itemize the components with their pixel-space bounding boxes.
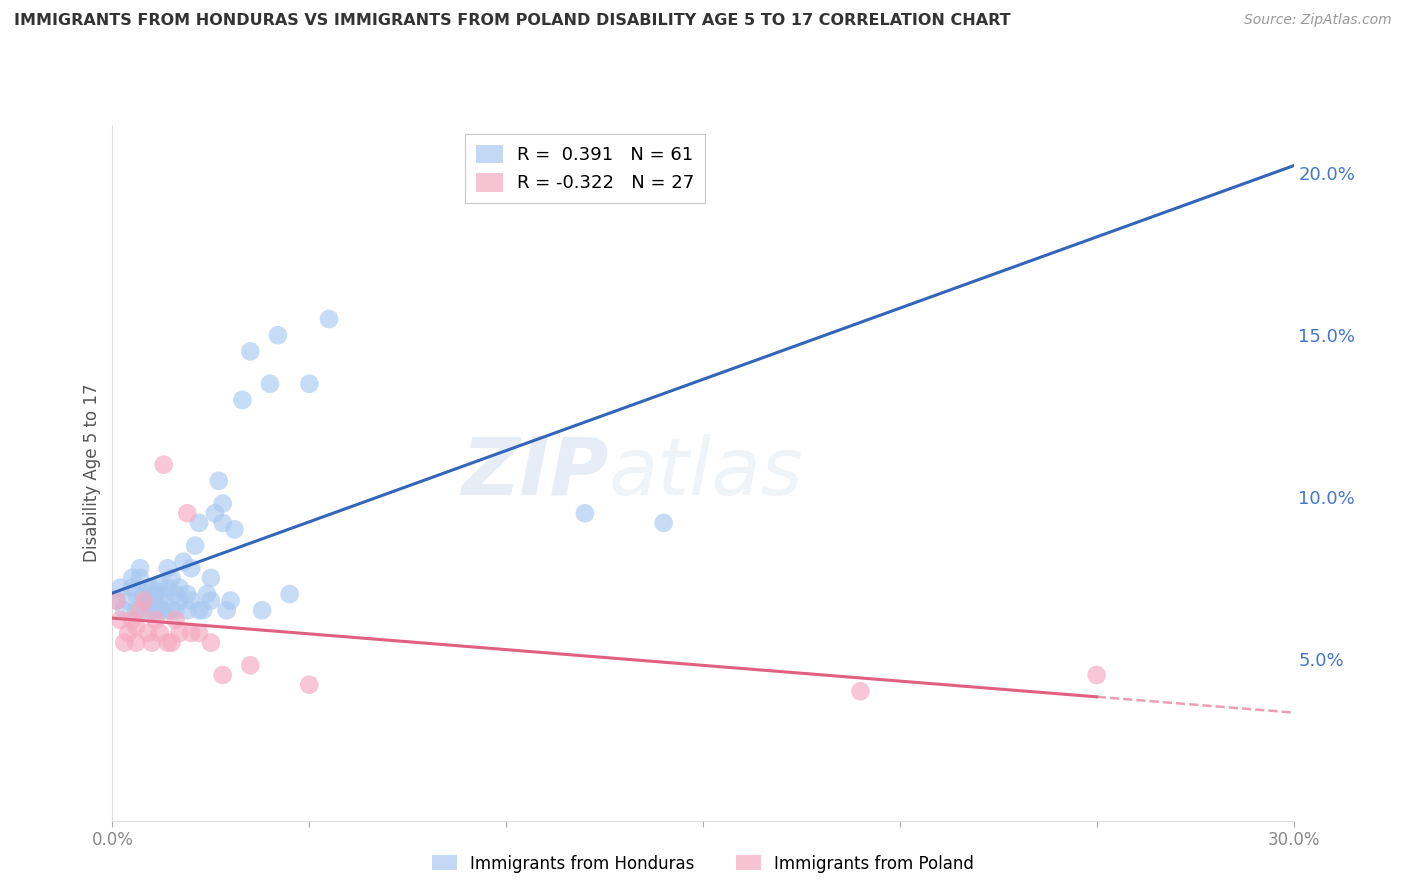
Point: [298, 376, 321, 391]
Point: [211, 496, 233, 510]
Point: [125, 635, 148, 649]
Point: [208, 474, 231, 488]
Point: [160, 603, 183, 617]
Point: [200, 635, 222, 649]
Point: [211, 668, 233, 682]
Point: [141, 581, 163, 595]
Point: [145, 587, 167, 601]
Point: [152, 458, 174, 472]
Point: [132, 593, 155, 607]
Point: [125, 587, 148, 601]
Point: [250, 603, 273, 617]
Point: [200, 593, 222, 607]
Point: [224, 522, 246, 536]
Point: [652, 516, 675, 530]
Point: [267, 328, 290, 343]
Point: [110, 613, 132, 627]
Point: [152, 603, 174, 617]
Point: [188, 603, 211, 617]
Point: [136, 593, 159, 607]
Point: [145, 603, 167, 617]
Point: [184, 539, 207, 553]
Point: [318, 312, 340, 326]
Point: [169, 581, 191, 595]
Point: [156, 635, 179, 649]
Point: [165, 587, 187, 601]
Point: [239, 344, 262, 359]
Point: [112, 603, 135, 617]
Point: [117, 593, 139, 607]
Point: [176, 506, 198, 520]
Legend: R =  0.391   N = 61, R = -0.322   N = 27: R = 0.391 N = 61, R = -0.322 N = 27: [464, 134, 706, 203]
Legend: Immigrants from Honduras, Immigrants from Poland: Immigrants from Honduras, Immigrants fro…: [425, 848, 981, 880]
Point: [105, 593, 128, 607]
Point: [239, 658, 262, 673]
Point: [180, 593, 202, 607]
Point: [169, 626, 191, 640]
Point: [180, 561, 202, 575]
Point: [156, 561, 179, 575]
Point: [165, 603, 187, 617]
Point: [110, 581, 132, 595]
Point: [117, 626, 139, 640]
Point: [191, 603, 214, 617]
Point: [204, 506, 226, 520]
Point: [219, 593, 242, 607]
Point: [165, 613, 187, 627]
Point: [231, 392, 253, 407]
Text: Source: ZipAtlas.com: Source: ZipAtlas.com: [1244, 13, 1392, 28]
Point: [132, 603, 155, 617]
Text: atlas: atlas: [609, 434, 803, 512]
Point: [125, 619, 148, 633]
Point: [195, 587, 218, 601]
Point: [849, 684, 872, 698]
Point: [129, 603, 152, 617]
Point: [145, 613, 167, 627]
Point: [1085, 668, 1108, 682]
Point: [149, 603, 172, 617]
Point: [188, 626, 211, 640]
Point: [121, 571, 143, 585]
Text: IMMIGRANTS FROM HONDURAS VS IMMIGRANTS FROM POLAND DISABILITY AGE 5 TO 17 CORREL: IMMIGRANTS FROM HONDURAS VS IMMIGRANTS F…: [14, 13, 1011, 29]
Point: [156, 581, 179, 595]
Point: [105, 593, 128, 607]
Point: [121, 613, 143, 627]
Point: [180, 626, 202, 640]
Point: [188, 516, 211, 530]
Point: [211, 516, 233, 530]
Point: [136, 626, 159, 640]
Point: [278, 587, 301, 601]
Point: [141, 593, 163, 607]
Point: [259, 376, 281, 391]
Point: [176, 587, 198, 601]
Point: [160, 571, 183, 585]
Point: [215, 603, 238, 617]
Point: [152, 587, 174, 601]
Point: [132, 587, 155, 601]
Point: [200, 571, 222, 585]
Point: [160, 635, 183, 649]
Y-axis label: Disability Age 5 to 17: Disability Age 5 to 17: [83, 384, 101, 562]
Point: [169, 593, 191, 607]
Point: [172, 555, 194, 569]
Point: [129, 561, 152, 575]
Point: [112, 635, 135, 649]
Point: [149, 577, 172, 591]
Point: [149, 593, 172, 607]
Point: [141, 603, 163, 617]
Point: [141, 635, 163, 649]
Point: [298, 678, 321, 692]
Point: [136, 581, 159, 595]
Point: [149, 626, 172, 640]
Point: [121, 581, 143, 595]
Point: [176, 603, 198, 617]
Text: ZIP: ZIP: [461, 434, 609, 512]
Point: [574, 506, 596, 520]
Point: [125, 603, 148, 617]
Point: [129, 571, 152, 585]
